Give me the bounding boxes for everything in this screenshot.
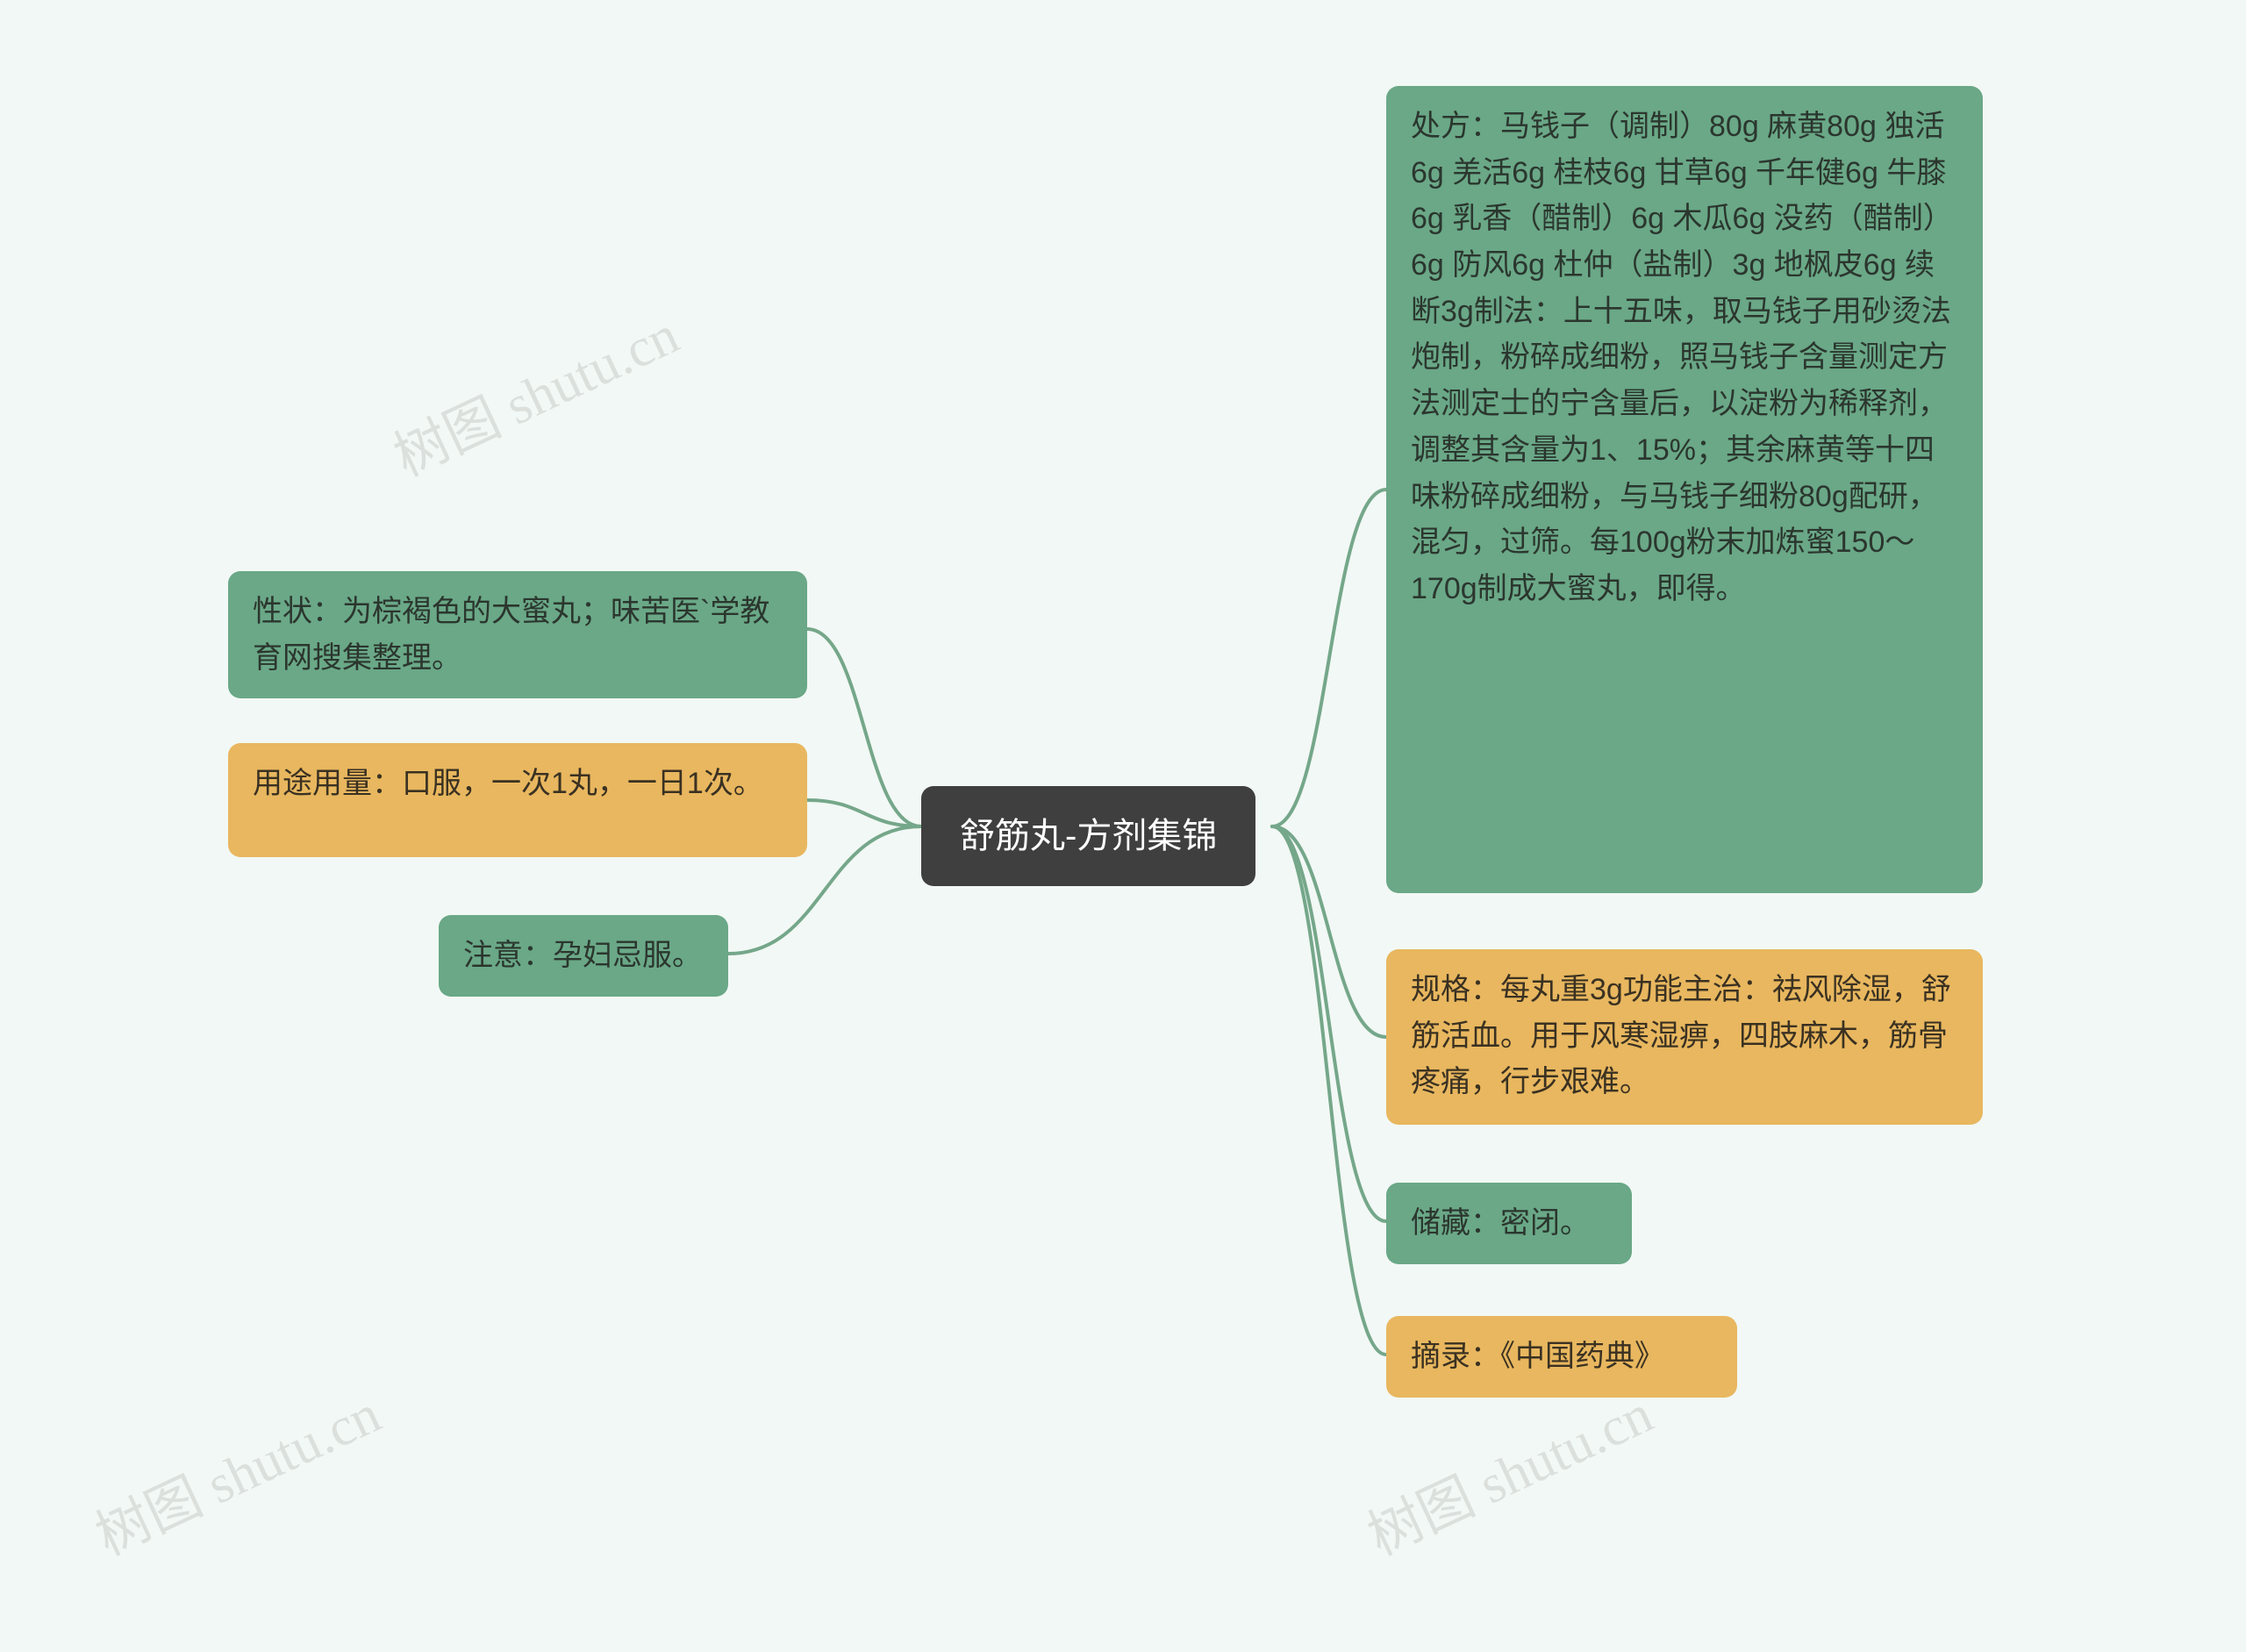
node-dosage[interactable]: 用途用量：口服，一次1丸，一日1次。 (228, 743, 807, 857)
root-node[interactable]: 舒筋丸-方剂集锦 (921, 786, 1255, 886)
mindmap-canvas: 舒筋丸-方剂集锦 性状：为棕褐色的大蜜丸；味苦医`学教育网搜集整理。 用途用量：… (0, 0, 2246, 1652)
node-caution[interactable]: 注意：孕妇忌服。 (439, 915, 728, 997)
node-excerpt[interactable]: 摘录：《中国药典》 (1386, 1316, 1737, 1398)
node-spec[interactable]: 规格：每丸重3g功能主治：祛风除湿，舒筋活血。用于风寒湿痹，四肢麻木，筋骨疼痛，… (1386, 949, 1983, 1125)
node-prescription[interactable]: 处方：马钱子（调制）80g 麻黄80g 独活6g 羌活6g 桂枝6g 甘草6g … (1386, 86, 1983, 893)
node-storage[interactable]: 储藏：密闭。 (1386, 1183, 1632, 1264)
node-properties[interactable]: 性状：为棕褐色的大蜜丸；味苦医`学教育网搜集整理。 (228, 571, 807, 698)
